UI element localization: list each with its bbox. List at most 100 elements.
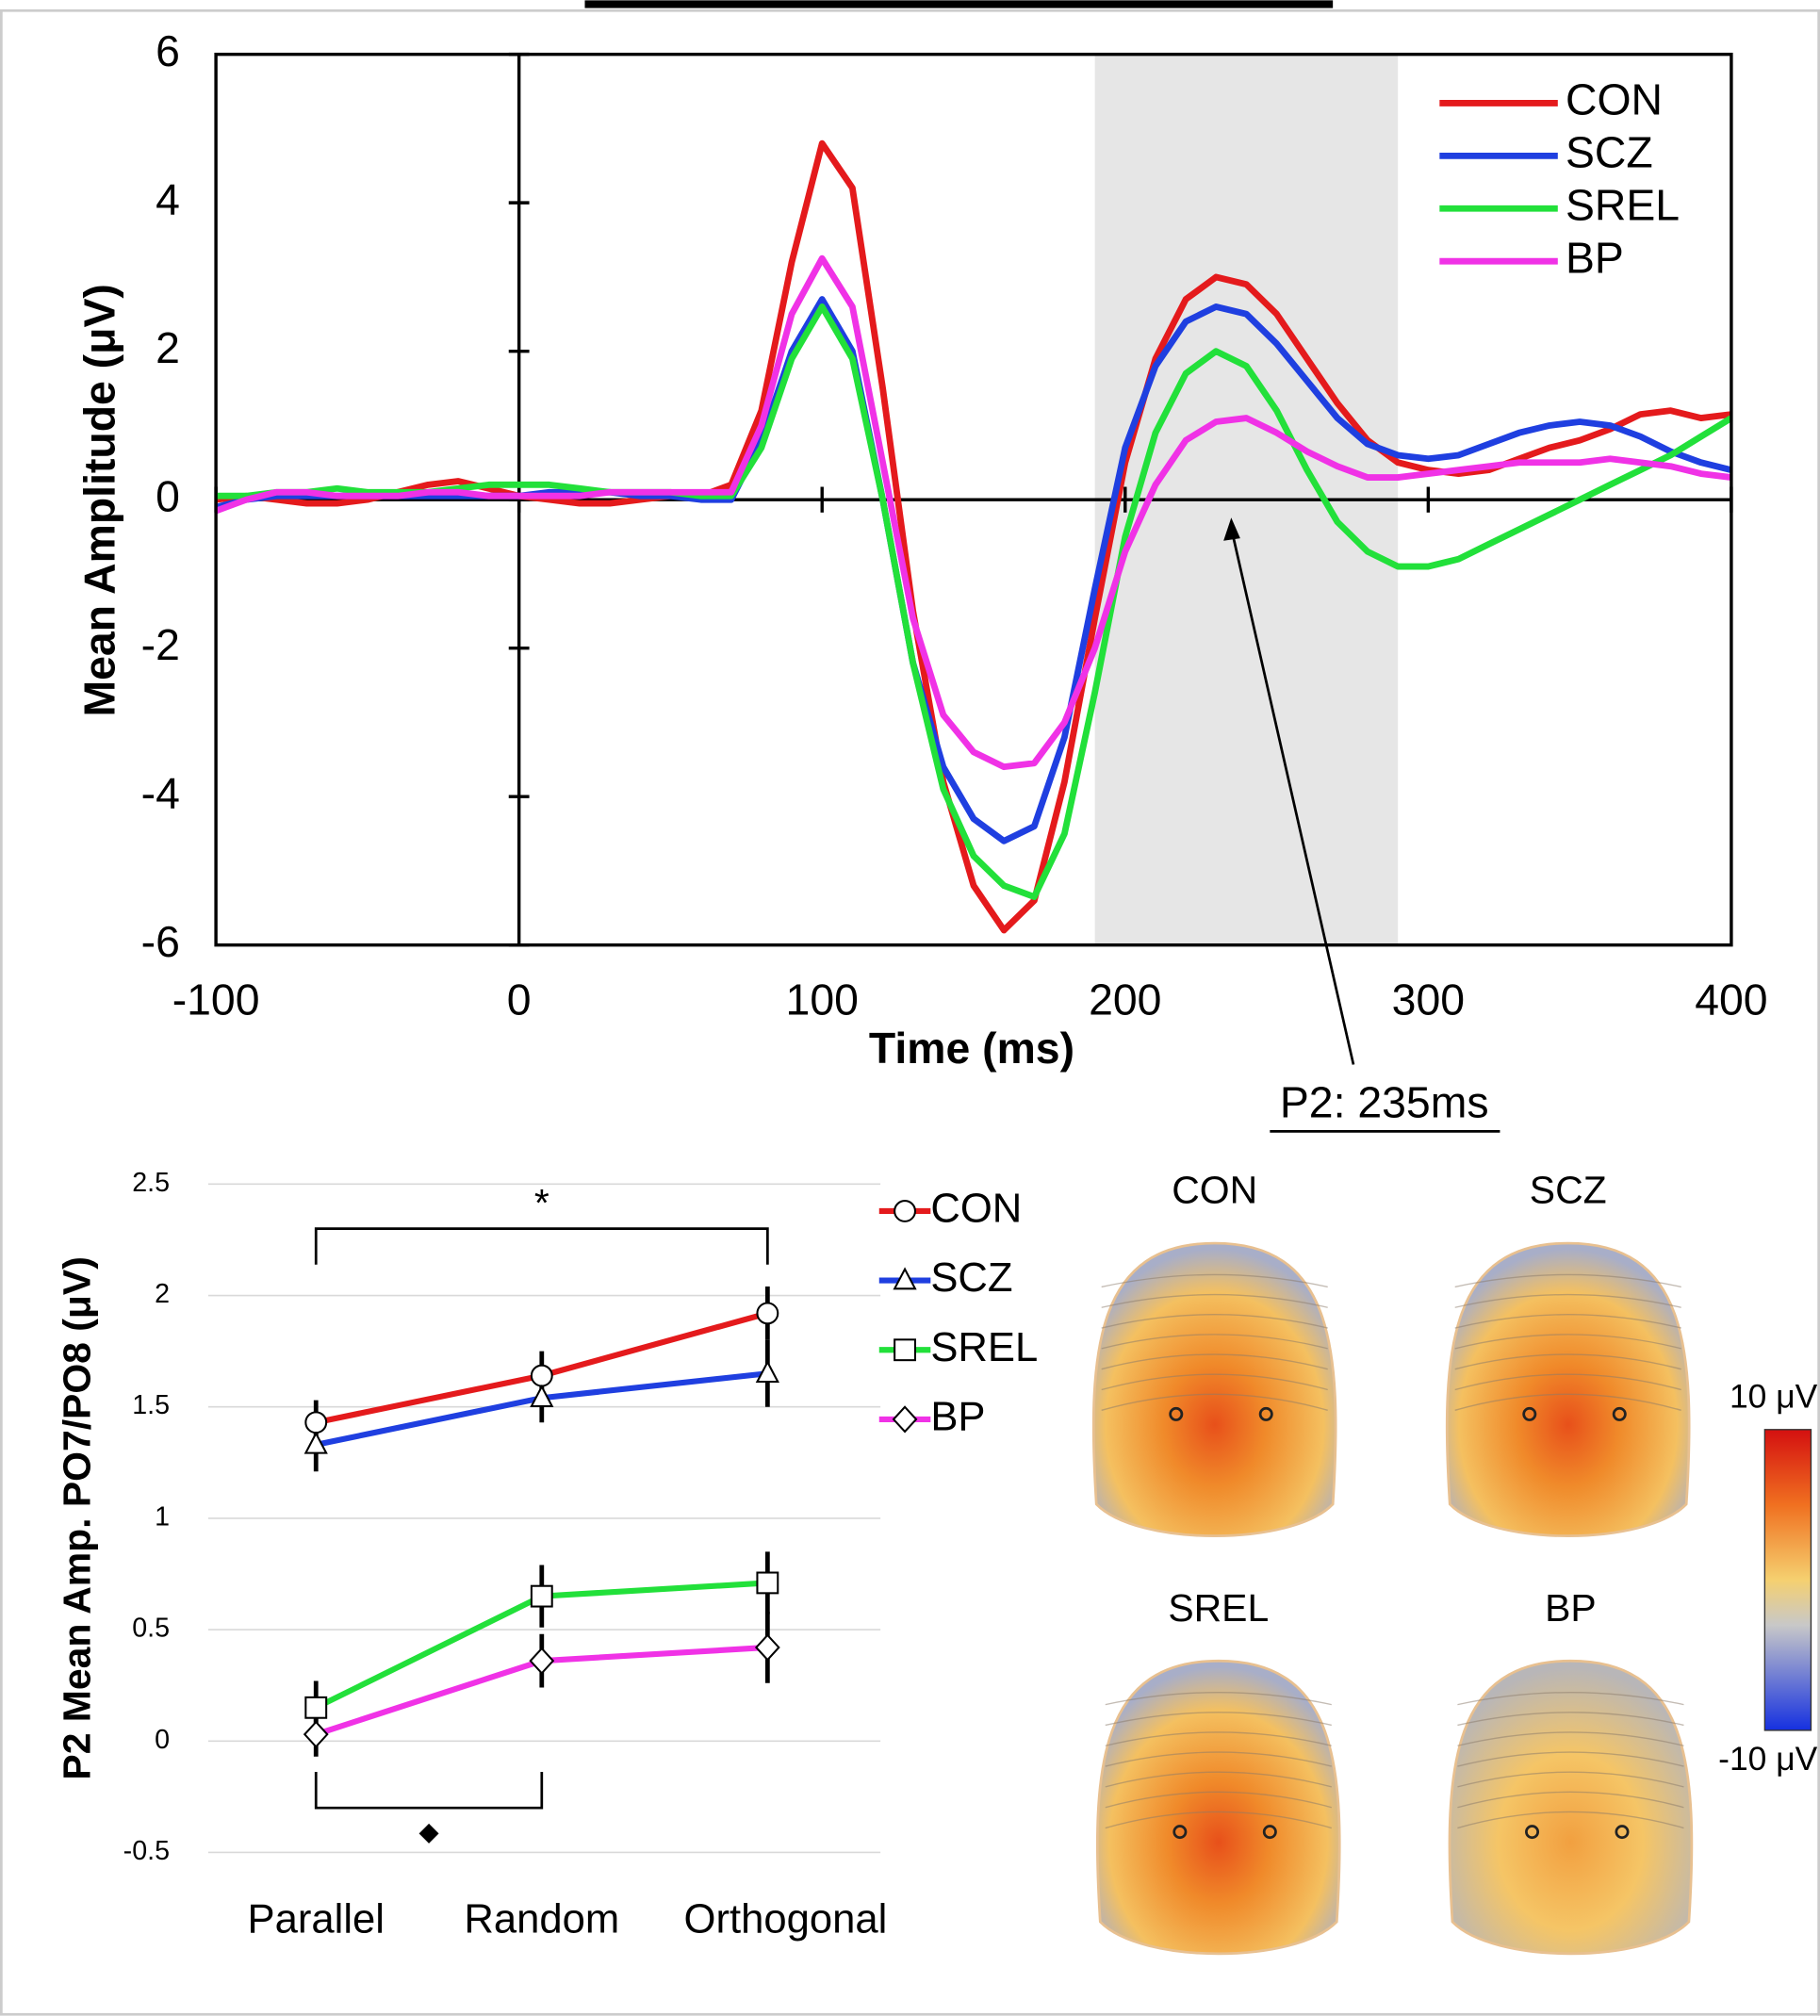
y-tick-label: 0.5 bbox=[132, 1614, 170, 1644]
legend-label: CON bbox=[930, 1186, 1022, 1231]
marker bbox=[530, 1385, 554, 1407]
topomap-label: BP bbox=[1545, 1586, 1597, 1630]
y-tick-label: 1 bbox=[155, 1501, 170, 1532]
p2-chart: -0.5 0 0.5 1 1.5 2 2.5 Parallel Random Orthogonal… bbox=[55, 1168, 1038, 1942]
top-bar bbox=[584, 0, 1334, 8]
contour bbox=[1454, 1273, 1681, 1288]
marker bbox=[303, 1431, 328, 1454]
topomap-label: CON bbox=[1172, 1169, 1257, 1212]
x-axis-title: Time (ms) bbox=[869, 1024, 1074, 1073]
contour bbox=[1454, 1314, 1681, 1329]
y-tick-label: -0.5 bbox=[123, 1836, 170, 1866]
legend-label: SREL bbox=[1566, 181, 1680, 230]
legend-label: SCZ bbox=[1566, 128, 1653, 177]
marker bbox=[529, 1647, 555, 1675]
contour bbox=[1101, 1353, 1328, 1370]
contour bbox=[1101, 1293, 1328, 1308]
marker bbox=[303, 1720, 329, 1748]
contour bbox=[1105, 1771, 1332, 1788]
plot-frame bbox=[214, 52, 1733, 947]
topomaps: CON SCZ SREL BP 10 μV -10 μV bbox=[1091, 1169, 1818, 1956]
head bbox=[1448, 1659, 1694, 1956]
head bbox=[1445, 1241, 1691, 1538]
annotation-arrow bbox=[1230, 527, 1355, 1065]
head bbox=[1091, 1241, 1337, 1538]
significance-bracket bbox=[314, 1227, 769, 1265]
y-tick-label: 0 bbox=[155, 1725, 170, 1755]
series-line bbox=[216, 303, 1733, 900]
marker bbox=[304, 1696, 328, 1719]
electrode bbox=[1169, 1406, 1184, 1421]
x-tick-label: -100 bbox=[172, 975, 260, 1024]
frame bbox=[0, 8, 1820, 2016]
contour bbox=[1457, 1771, 1684, 1788]
topomap-label: SREL bbox=[1168, 1586, 1269, 1630]
contour bbox=[1105, 1751, 1332, 1767]
marker bbox=[530, 1584, 553, 1608]
legend-label: CON bbox=[1566, 75, 1663, 124]
contour bbox=[1457, 1712, 1684, 1727]
x-tick-label: Parallel bbox=[247, 1897, 385, 1942]
marker bbox=[754, 1633, 780, 1662]
significance-label: ◆ bbox=[419, 1817, 439, 1846]
contour bbox=[1454, 1353, 1681, 1370]
y-tick-label: 6 bbox=[156, 26, 180, 75]
x-tick-label: 0 bbox=[507, 975, 532, 1024]
contour bbox=[1457, 1751, 1684, 1767]
legend-label: SREL bbox=[930, 1325, 1038, 1370]
marker bbox=[755, 1360, 779, 1383]
electrode bbox=[1612, 1406, 1627, 1421]
arrow-head bbox=[1223, 517, 1240, 541]
y-tick-label: 4 bbox=[156, 174, 180, 223]
x-tick-label: 400 bbox=[1695, 975, 1767, 1024]
contour bbox=[1457, 1731, 1684, 1746]
marker bbox=[304, 1411, 328, 1434]
contour bbox=[1457, 1811, 1684, 1829]
y-tick-label: -4 bbox=[141, 768, 180, 817]
significance-bracket bbox=[314, 1771, 544, 1810]
contour bbox=[1101, 1393, 1328, 1411]
contour bbox=[1101, 1314, 1328, 1329]
electrode bbox=[1262, 1825, 1277, 1840]
series-line bbox=[214, 254, 1732, 771]
contour bbox=[1105, 1712, 1332, 1727]
contour bbox=[1101, 1334, 1328, 1350]
y-tick-label: 2 bbox=[156, 323, 180, 372]
contour bbox=[1105, 1731, 1332, 1746]
contour bbox=[1454, 1293, 1681, 1308]
contour bbox=[1105, 1691, 1332, 1706]
electrode bbox=[1172, 1825, 1188, 1840]
contour bbox=[1454, 1393, 1681, 1411]
contour bbox=[1457, 1691, 1684, 1706]
contour bbox=[1105, 1811, 1332, 1829]
contour bbox=[1101, 1273, 1328, 1288]
series-line bbox=[215, 296, 1732, 844]
x-tick-label: Orthogonal bbox=[684, 1897, 888, 1942]
legend-marker bbox=[892, 1405, 918, 1434]
head bbox=[1095, 1659, 1341, 1956]
annotation: P2: 235ms bbox=[1280, 1077, 1489, 1126]
y-tick-label: 1.5 bbox=[132, 1390, 170, 1420]
series-line bbox=[215, 139, 1732, 934]
electrode bbox=[1615, 1825, 1630, 1840]
marker bbox=[756, 1571, 779, 1595]
legend-label: BP bbox=[1566, 233, 1624, 282]
contour bbox=[1454, 1334, 1681, 1350]
legend-marker bbox=[894, 1338, 916, 1362]
electrode bbox=[1525, 1825, 1540, 1840]
y-axis-title: Mean Amplitude (μV) bbox=[74, 284, 123, 716]
contour bbox=[1105, 1791, 1332, 1809]
marker bbox=[756, 1302, 779, 1325]
legend-marker bbox=[893, 1267, 917, 1290]
colorbar-min: -10 μV bbox=[1718, 1740, 1817, 1778]
x-tick-label: 200 bbox=[1089, 975, 1161, 1024]
colorbar-max: 10 μV bbox=[1730, 1377, 1818, 1415]
x-tick-label: Random bbox=[464, 1897, 619, 1942]
contour bbox=[1457, 1791, 1684, 1809]
y-tick-label: 0 bbox=[156, 471, 180, 520]
contour bbox=[1101, 1373, 1328, 1391]
legend-marker bbox=[894, 1200, 916, 1222]
